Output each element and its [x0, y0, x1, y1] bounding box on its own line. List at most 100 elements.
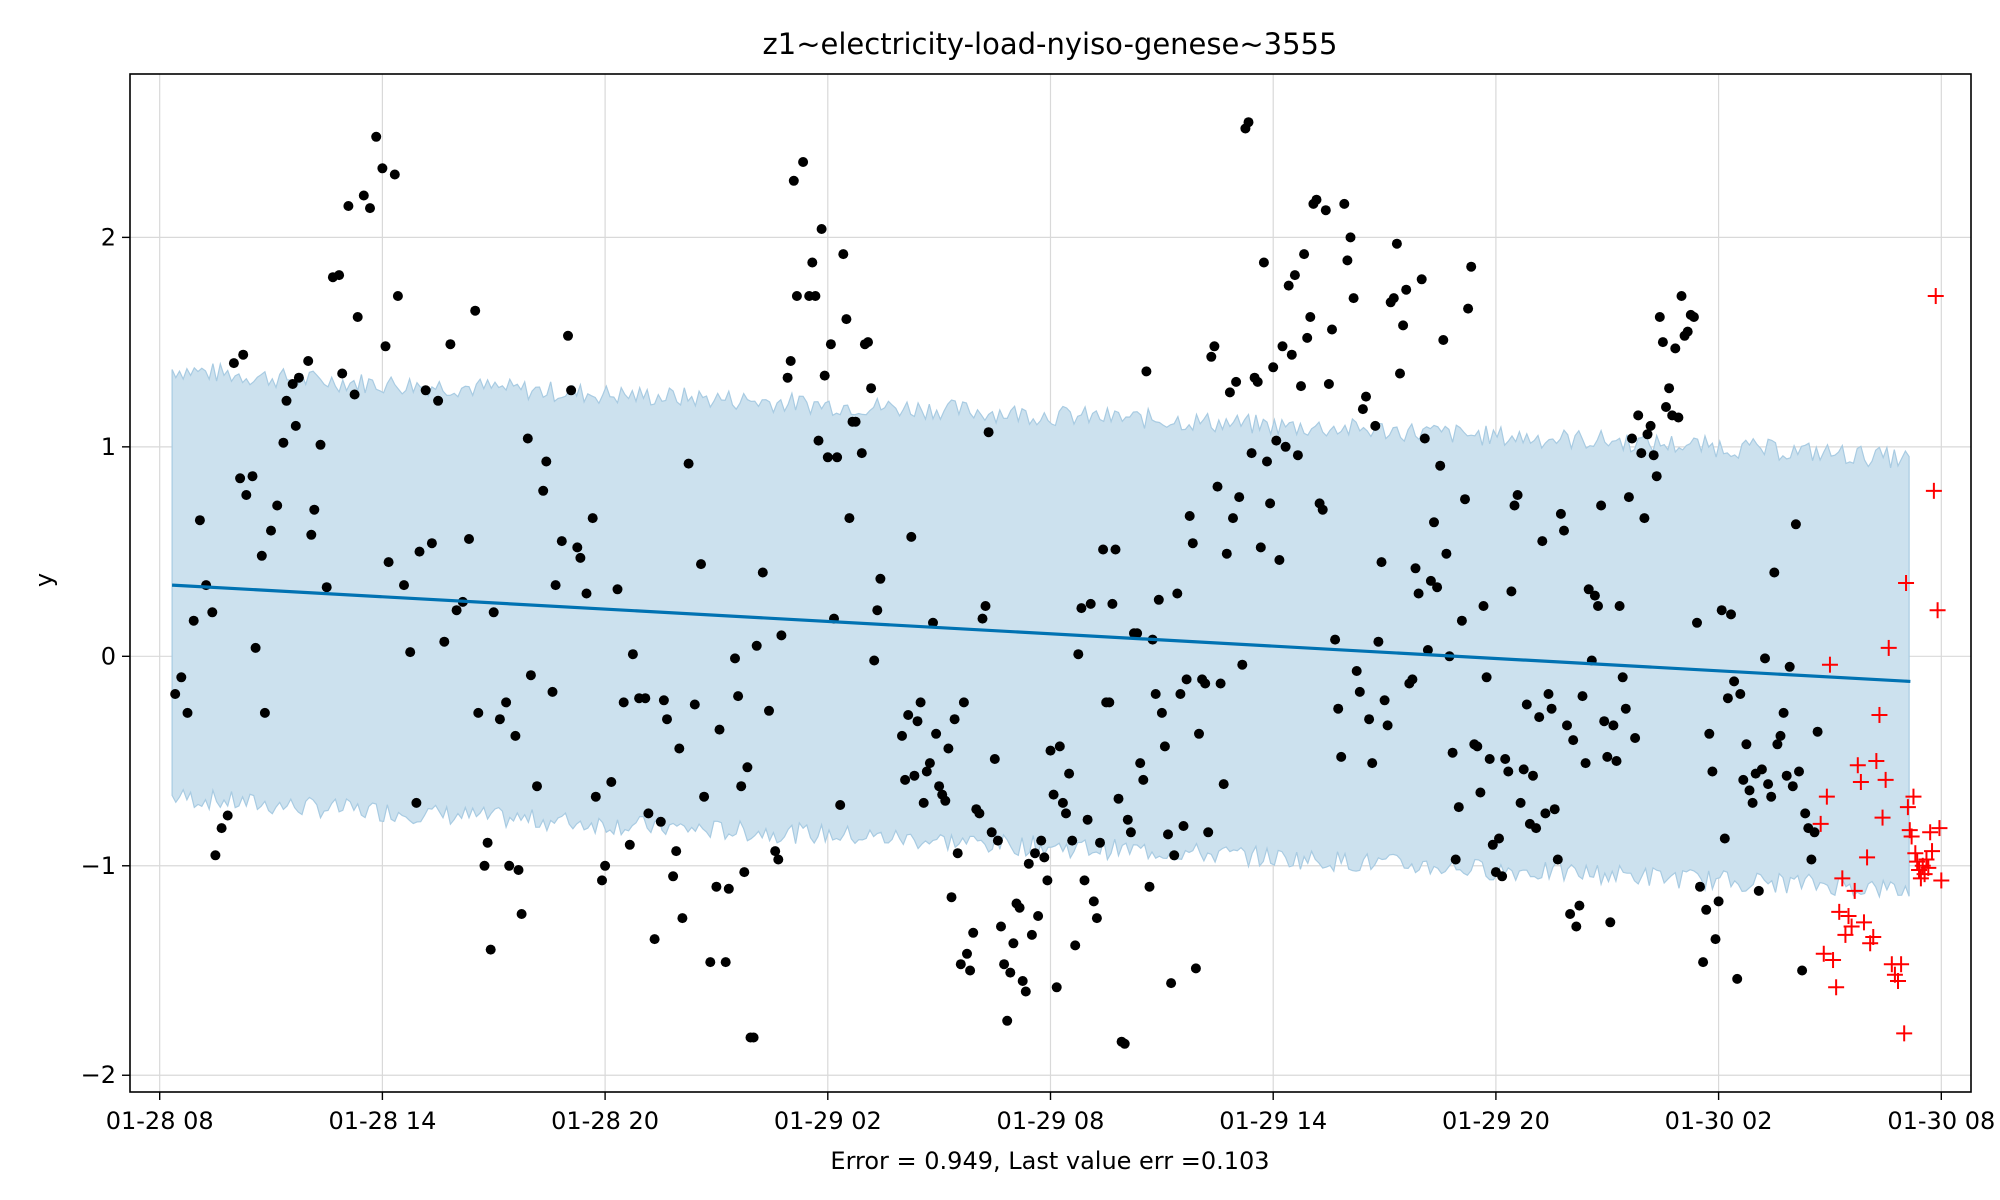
observed-point	[1769, 567, 1780, 578]
observed-point	[235, 473, 246, 484]
observed-point	[1778, 707, 1789, 718]
observed-point	[723, 883, 734, 894]
observed-point	[1299, 249, 1310, 260]
future-point	[1920, 859, 1937, 876]
observed-point	[1701, 904, 1712, 915]
future-point	[1905, 788, 1922, 805]
observed-point	[389, 169, 400, 180]
observed-point	[1676, 291, 1687, 301]
observed-point	[813, 435, 824, 446]
observed-point	[1565, 909, 1576, 919]
observed-point	[473, 707, 484, 718]
future-point	[1837, 926, 1854, 943]
observed-point	[1070, 940, 1081, 951]
observed-point	[825, 339, 836, 350]
x-tick-label: 01-28 08	[106, 1107, 214, 1135]
observed-point	[250, 642, 261, 653]
future-point	[1852, 773, 1869, 790]
observed-point	[1323, 379, 1334, 389]
observed-point	[1540, 808, 1551, 819]
observed-point	[977, 613, 988, 624]
observed-point	[1218, 779, 1229, 790]
observed-point	[1738, 774, 1749, 785]
observed-point	[207, 607, 218, 618]
observed-point	[1345, 232, 1356, 243]
observed-point	[1091, 913, 1102, 924]
observed-point	[1395, 368, 1405, 379]
observed-point	[1113, 793, 1124, 804]
observed-point	[1602, 751, 1613, 762]
y-tick-label: 2	[101, 223, 116, 251]
observed-point	[819, 370, 830, 381]
observed-point	[1475, 787, 1486, 798]
x-tick-label: 01-30 08	[1887, 1107, 1995, 1135]
observed-point	[1713, 896, 1724, 907]
observed-point	[522, 433, 533, 444]
observed-point	[1741, 739, 1752, 750]
observed-point	[748, 1032, 759, 1043]
observed-point	[1132, 628, 1143, 639]
observed-point	[1252, 376, 1263, 387]
observed-point	[1258, 257, 1269, 268]
observed-point	[1593, 601, 1603, 611]
observed-point	[1014, 902, 1025, 913]
observed-point	[597, 875, 607, 886]
observed-point	[581, 588, 592, 599]
observed-point	[1555, 508, 1566, 519]
observed-point	[742, 762, 753, 773]
observed-point	[655, 816, 666, 827]
observed-point	[1528, 770, 1538, 781]
observed-point	[1484, 754, 1495, 764]
x-axis-label: Error = 0.949, Last value err =0.103	[830, 1147, 1269, 1175]
observed-point	[1320, 205, 1331, 216]
observed-point	[788, 175, 799, 186]
observed-point	[1296, 381, 1306, 392]
observed-point	[838, 249, 849, 260]
observed-point	[1138, 774, 1149, 785]
observed-point	[1030, 848, 1040, 859]
future-point	[1877, 771, 1894, 788]
chart-title: z1~electricity-load-nyiso-genese~3555	[763, 27, 1338, 61]
observed-point	[1478, 601, 1489, 611]
observed-point	[1790, 519, 1801, 530]
observed-point	[1580, 758, 1591, 769]
observed-point	[992, 835, 1003, 846]
observed-point	[822, 452, 833, 463]
observed-point	[1361, 391, 1371, 402]
observed-point	[1373, 636, 1384, 647]
observed-point	[844, 513, 855, 524]
observed-point	[606, 777, 617, 787]
observed-point	[485, 944, 496, 955]
observed-point	[1515, 797, 1526, 808]
observed-point	[835, 800, 846, 810]
observed-point	[915, 697, 926, 708]
observed-point	[176, 672, 187, 683]
observed-point	[662, 714, 672, 725]
observed-point	[1354, 686, 1365, 697]
observed-point	[482, 837, 493, 848]
future-point	[1931, 820, 1948, 837]
observed-point	[1608, 720, 1619, 731]
future-point	[1933, 872, 1950, 889]
observed-point	[1642, 429, 1653, 440]
observed-point	[958, 697, 969, 708]
observed-point	[1794, 766, 1804, 777]
observed-point	[640, 693, 651, 704]
observed-point	[1453, 802, 1464, 813]
observed-point	[556, 536, 567, 547]
observed-point	[479, 860, 490, 871]
observed-point	[210, 850, 221, 861]
future-point	[1918, 851, 1935, 868]
future-point	[1865, 928, 1882, 945]
observed-point	[1085, 598, 1096, 609]
observed-point	[321, 582, 332, 593]
y-axis-ticks: −2 −1 0 1 2	[81, 223, 130, 1089]
observed-point	[1095, 837, 1105, 848]
observed-point	[1370, 420, 1381, 431]
observed-point	[1688, 312, 1699, 322]
future-point	[1812, 815, 1829, 832]
observed-point	[943, 743, 954, 754]
observed-point	[1707, 766, 1718, 777]
observed-point	[1351, 666, 1362, 676]
observed-point	[989, 754, 1000, 764]
